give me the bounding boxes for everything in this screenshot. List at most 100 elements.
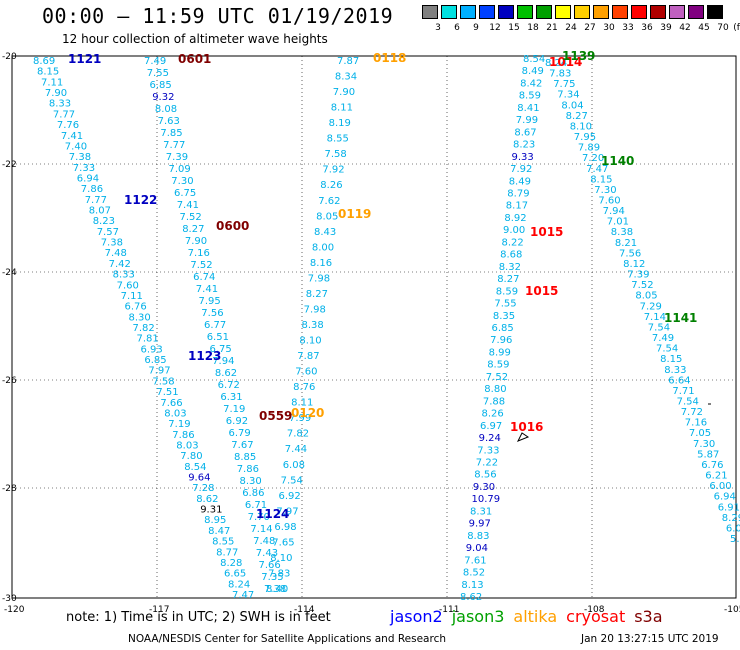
wave-height-value: 6.97 <box>480 421 502 432</box>
wave-height-value: 7.42 <box>109 259 131 270</box>
legend-swatch <box>631 5 647 19</box>
wave-height-value: 6.94 <box>77 174 99 185</box>
wave-height-value: 7.67 <box>231 440 253 451</box>
wave-height-value: 8.11 <box>291 398 313 409</box>
wave-height-value: 6.05 <box>726 523 740 534</box>
wave-height-value: 8.83 <box>467 531 489 542</box>
pass-time-label: 1123 <box>188 349 221 363</box>
lat-tick-label: -24 <box>2 268 17 278</box>
pass-time-label: 1141 <box>664 311 697 325</box>
wave-height-value: 8.68 <box>500 250 522 261</box>
wave-height-value: 7.60 <box>117 280 139 291</box>
wave-height-value: 5.95 <box>730 534 740 545</box>
wave-height-value: 8.26 <box>482 409 504 420</box>
wave-height-value: 8.52 <box>463 568 485 579</box>
wave-height-value: 6.31 <box>220 392 242 403</box>
wave-height-value: 7.28 <box>192 483 214 494</box>
altimeter-tracks: 8.698.157.117.908.337.777.767.417.407.38… <box>33 54 740 603</box>
wave-height-value: 7.52 <box>486 372 508 383</box>
wave-height-value: 10.79 <box>472 494 501 505</box>
wave-height-value: 9.64 <box>188 473 210 484</box>
wave-height-value: 6.94 <box>714 492 736 503</box>
wave-height-value: 8.79 <box>507 189 529 200</box>
pass-time-label: 1016 <box>510 420 543 434</box>
legend-swatch <box>688 5 704 19</box>
wave-height-value: 7.95 <box>199 296 221 307</box>
track-c: 7.87 8.34 7.90 8.11 8.19 8.55 7.58 7.92 8.26 7.62… <box>266 56 359 595</box>
wave-height-value: 7.19 <box>168 419 190 430</box>
lat-tick-label: -26 <box>2 376 17 386</box>
wave-height-value: 8.43 <box>314 227 336 238</box>
page-subtitle: 12 hour collection of altimeter wave hei… <box>62 32 328 46</box>
legend-level-label: 24 <box>565 23 577 33</box>
wave-height-value: 8.15 <box>590 174 612 185</box>
wave-height-value: 7.35 <box>261 572 283 583</box>
wave-height-value: 7.56 <box>201 308 223 319</box>
wave-height-value: 6.93 <box>141 344 163 355</box>
wave-height-value: 9.04 <box>466 543 488 554</box>
wave-height-value: 7.56 <box>619 248 641 259</box>
wave-height-value: 8.59 <box>519 91 541 102</box>
pass-time-label: 0559 <box>259 409 292 423</box>
page-title: 00:00 – 11:59 UTC 01/19/2019 <box>42 4 394 28</box>
satellite-label-s3a: s3a <box>634 607 663 626</box>
wave-height-value: 7.38 <box>69 152 91 163</box>
wave-height-value: 8.67 <box>514 127 536 138</box>
wave-height-value: 7.55 <box>147 68 169 79</box>
wave-height-value: 7.99 <box>289 413 311 424</box>
wave-height-value: 7.39 <box>627 270 649 281</box>
wave-height-value: 8.17 <box>506 201 528 212</box>
wave-height-value: 8.33 <box>49 99 71 110</box>
legend-level-label: 42 <box>679 23 691 33</box>
wave-height-value: 7.44 <box>285 444 307 455</box>
legend-swatch <box>574 5 590 19</box>
track-b: 7.497.556.859.328.087.637.857.777.397.09… <box>144 56 286 595</box>
satellite-label-cryosat: cryosat <box>566 607 626 626</box>
wave-height-value: 7.83 <box>268 569 290 580</box>
legend-swatch <box>650 5 666 19</box>
legend-level-label: 70 <box>717 23 729 33</box>
legend-level-label: 18 <box>527 23 539 33</box>
wave-height-value: 8.31 <box>470 506 492 517</box>
wave-height-value: 6.65 <box>224 569 246 580</box>
wave-height-value: 8.05 <box>635 291 657 302</box>
wave-height-value: 8.13 <box>461 580 483 591</box>
wave-height-value: 8.15 <box>660 354 682 365</box>
wave-height-value: 9.30 <box>473 482 495 493</box>
wave-height-value: 7.90 <box>333 87 355 98</box>
wave-height-value: 8.62 <box>460 592 482 603</box>
wave-height-value: 7.55 <box>494 299 516 310</box>
wave-height-value: 7.65 <box>272 537 294 548</box>
wave-height-value: 7.70 <box>248 512 270 523</box>
legend-swatch <box>536 5 552 19</box>
wave-height-value: 7.66 <box>160 398 182 409</box>
wave-height-value: 7.92 <box>510 164 532 175</box>
wave-height-value: 7.87 <box>297 351 319 362</box>
wave-height-value: 8.95 <box>204 515 226 526</box>
wave-height-value: 7.48 <box>253 536 275 547</box>
wave-height-value: 7.20 <box>582 153 604 164</box>
wave-height-value: 7.90 <box>45 88 67 99</box>
wave-height-value: 7.99 <box>516 115 538 126</box>
wave-height-value: 8.92 <box>504 213 526 224</box>
legend-swatch <box>612 5 628 19</box>
wave-height-value: 9.31 <box>200 505 222 516</box>
wave-height-value: 7.47 <box>586 164 608 175</box>
lon-tick-label: -114 <box>294 605 315 615</box>
legend-swatch <box>593 5 609 19</box>
wave-height-value: 7.83 <box>549 69 571 80</box>
wave-height-value: 7.94 <box>212 356 234 367</box>
wave-height-value: 6.85 <box>150 80 172 91</box>
wave-height-value: 8.40 <box>266 584 288 595</box>
wave-height-value: 8.24 <box>545 58 567 69</box>
wave-height-value: 7.51 <box>156 387 178 398</box>
wave-height-value: 8.69 <box>33 56 55 67</box>
wave-height-value: 8.16 <box>310 258 332 269</box>
wave-height-value: 8.55 <box>212 537 234 548</box>
wave-height-value: 7.33 <box>73 163 95 174</box>
wave-height-value: 7.71 <box>672 386 694 397</box>
legend-level-label: 33 <box>622 23 634 33</box>
wave-height-value: 7.54 <box>656 344 678 355</box>
wave-height-value: 8.19 <box>329 118 351 129</box>
